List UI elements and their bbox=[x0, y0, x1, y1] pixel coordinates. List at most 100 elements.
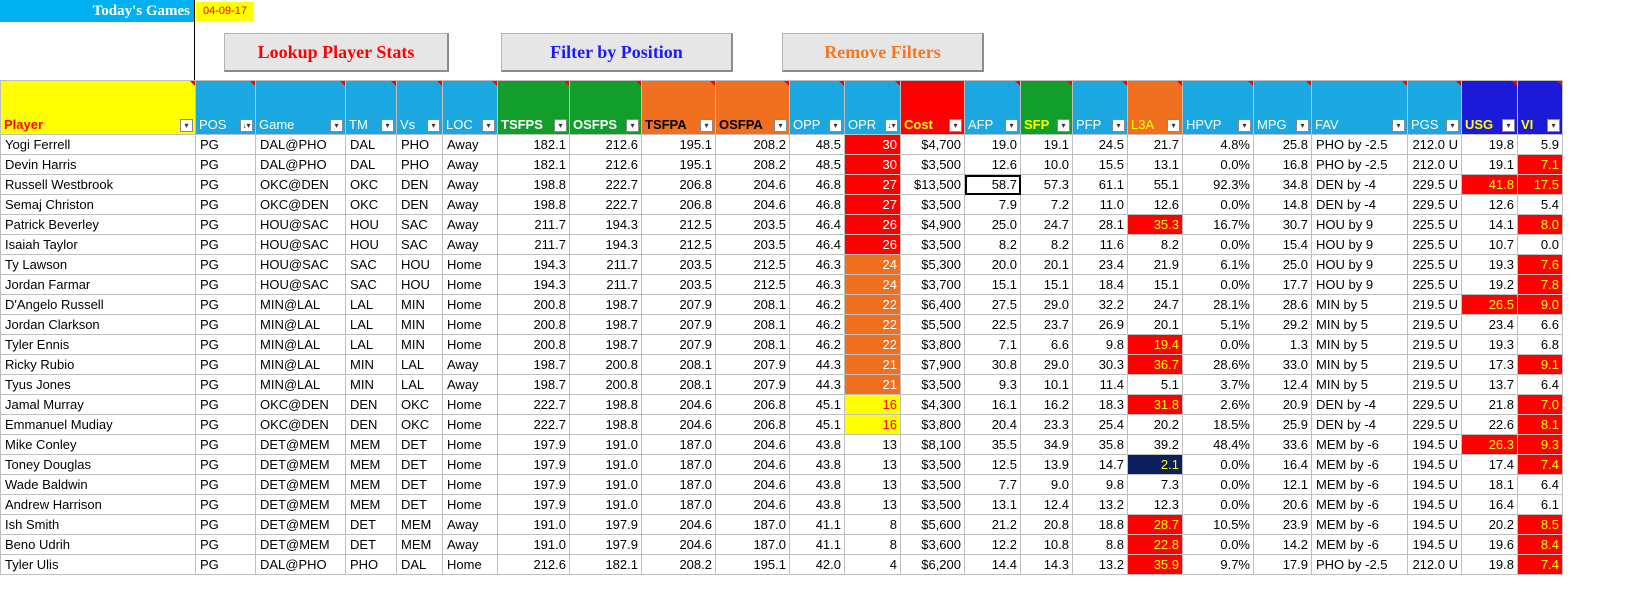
cell-loc[interactable]: Home bbox=[442, 254, 498, 275]
cell-usg[interactable]: 41.8 bbox=[1461, 174, 1518, 195]
cell-afp[interactable]: 12.2 bbox=[964, 534, 1021, 555]
column-header-pgs[interactable]: PGS ▾ bbox=[1407, 80, 1462, 135]
cell-vs[interactable]: DET bbox=[396, 454, 443, 475]
cell-opp[interactable]: 42.0 bbox=[789, 554, 845, 575]
cell-sfp[interactable]: 10.1 bbox=[1020, 374, 1073, 395]
cell-game[interactable]: DAL@PHO bbox=[255, 554, 346, 575]
cell-opr[interactable]: 30 bbox=[844, 154, 901, 175]
column-header-sfp[interactable]: SFP ▾ bbox=[1020, 80, 1073, 135]
cell-mpg[interactable]: 25.0 bbox=[1253, 254, 1312, 275]
cell-tsfps[interactable]: 197.9 bbox=[497, 474, 570, 495]
cell-osfps[interactable]: 182.1 bbox=[569, 554, 642, 575]
cell-l3a[interactable]: 31.8 bbox=[1127, 394, 1183, 415]
cell-player[interactable]: Beno Udrih bbox=[0, 534, 196, 555]
cell-opr[interactable]: 16 bbox=[844, 414, 901, 435]
cell-mpg[interactable]: 30.7 bbox=[1253, 214, 1312, 235]
cell-osfps[interactable]: 191.0 bbox=[569, 494, 642, 515]
cell-tsfps[interactable]: 222.7 bbox=[497, 414, 570, 435]
column-header-afp[interactable]: AFP ▾ bbox=[964, 80, 1021, 135]
cell-vs[interactable]: MIN bbox=[396, 334, 443, 355]
cell-mpg[interactable]: 20.6 bbox=[1253, 494, 1312, 515]
filter-dropdown-icon[interactable]: ▾ bbox=[1057, 119, 1070, 132]
cell-afp[interactable]: 14.4 bbox=[964, 554, 1021, 575]
cell-game[interactable]: MIN@LAL bbox=[255, 314, 346, 335]
cell-pos[interactable]: PG bbox=[195, 354, 256, 375]
cell-mpg[interactable]: 1.3 bbox=[1253, 334, 1312, 355]
cell-hpvp[interactable]: 3.7% bbox=[1182, 374, 1254, 395]
remove-filters-button[interactable]: Remove Filters bbox=[782, 33, 984, 72]
cell-pfp[interactable]: 35.8 bbox=[1072, 434, 1128, 455]
cell-tsfpa[interactable]: 187.0 bbox=[641, 494, 716, 515]
sort-filter-dropdown-icon[interactable]: ↓▾ bbox=[885, 119, 898, 132]
filter-dropdown-icon[interactable]: ▾ bbox=[949, 119, 962, 132]
cell-vs[interactable]: HOU bbox=[396, 254, 443, 275]
cell-vi[interactable]: 9.0 bbox=[1517, 294, 1563, 315]
cell-cost[interactable]: $3,500 bbox=[900, 454, 965, 475]
cell-loc[interactable]: Away bbox=[442, 194, 498, 215]
cell-fav[interactable]: MIN by 5 bbox=[1311, 294, 1408, 315]
cell-player[interactable]: Wade Baldwin bbox=[0, 474, 196, 495]
cell-tsfps[interactable]: 191.0 bbox=[497, 514, 570, 535]
cell-pgs[interactable]: 229.5 U bbox=[1407, 194, 1462, 215]
cell-osfpa[interactable]: 204.6 bbox=[715, 174, 790, 195]
cell-usg[interactable]: 19.2 bbox=[1461, 274, 1518, 295]
cell-l3a[interactable]: 21.9 bbox=[1127, 254, 1183, 275]
cell-fav[interactable]: HOU by 9 bbox=[1311, 214, 1408, 235]
column-header-loc[interactable]: LOC ▾ bbox=[442, 80, 498, 135]
cell-game[interactable]: HOU@SAC bbox=[255, 274, 346, 295]
cell-tm[interactable]: SAC bbox=[345, 254, 397, 275]
cell-pfp[interactable]: 9.8 bbox=[1072, 474, 1128, 495]
cell-vs[interactable]: MEM bbox=[396, 514, 443, 535]
cell-osfpa[interactable]: 208.1 bbox=[715, 314, 790, 335]
cell-osfpa[interactable]: 204.6 bbox=[715, 194, 790, 215]
cell-pfp[interactable]: 30.3 bbox=[1072, 354, 1128, 375]
cell-player[interactable]: Devin Harris bbox=[0, 154, 196, 175]
cell-osfps[interactable]: 198.7 bbox=[569, 334, 642, 355]
cell-opr[interactable]: 21 bbox=[844, 354, 901, 375]
cell-pfp[interactable]: 32.2 bbox=[1072, 294, 1128, 315]
cell-osfpa[interactable]: 212.5 bbox=[715, 254, 790, 275]
cell-osfps[interactable]: 212.6 bbox=[569, 154, 642, 175]
cell-tm[interactable]: PHO bbox=[345, 554, 397, 575]
cell-tsfps[interactable]: 212.6 bbox=[497, 554, 570, 575]
cell-loc[interactable]: Home bbox=[442, 414, 498, 435]
cell-cost[interactable]: $6,400 bbox=[900, 294, 965, 315]
cell-usg[interactable]: 16.4 bbox=[1461, 494, 1518, 515]
cell-osfps[interactable]: 211.7 bbox=[569, 274, 642, 295]
cell-opr[interactable]: 26 bbox=[844, 214, 901, 235]
cell-cost[interactable]: $3,800 bbox=[900, 414, 965, 435]
cell-l3a[interactable]: 22.8 bbox=[1127, 534, 1183, 555]
cell-tm[interactable]: SAC bbox=[345, 274, 397, 295]
column-header-usg[interactable]: USG ▾ bbox=[1461, 80, 1518, 135]
cell-vi[interactable]: 6.8 bbox=[1517, 334, 1563, 355]
cell-vi[interactable]: 7.0 bbox=[1517, 394, 1563, 415]
cell-cost[interactable]: $13,500 bbox=[900, 174, 965, 195]
cell-player[interactable]: Tyler Ennis bbox=[0, 334, 196, 355]
cell-fav[interactable]: MIN by 5 bbox=[1311, 374, 1408, 395]
cell-tm[interactable]: LAL bbox=[345, 314, 397, 335]
cell-osfpa[interactable]: 195.1 bbox=[715, 554, 790, 575]
cell-game[interactable]: DET@MEM bbox=[255, 514, 346, 535]
cell-afp[interactable]: 9.3 bbox=[964, 374, 1021, 395]
cell-opp[interactable]: 46.2 bbox=[789, 294, 845, 315]
cell-opr[interactable]: 24 bbox=[844, 274, 901, 295]
cell-hpvp[interactable]: 6.1% bbox=[1182, 254, 1254, 275]
cell-tm[interactable]: HOU bbox=[345, 214, 397, 235]
cell-hpvp[interactable]: 5.1% bbox=[1182, 314, 1254, 335]
cell-pgs[interactable]: 219.5 U bbox=[1407, 294, 1462, 315]
cell-pfp[interactable]: 8.8 bbox=[1072, 534, 1128, 555]
cell-sfp[interactable]: 6.6 bbox=[1020, 334, 1073, 355]
filter-dropdown-icon[interactable]: ▾ bbox=[1446, 119, 1459, 132]
cell-pos[interactable]: PG bbox=[195, 534, 256, 555]
cell-mpg[interactable]: 17.9 bbox=[1253, 554, 1312, 575]
cell-l3a[interactable]: 20.2 bbox=[1127, 414, 1183, 435]
cell-usg[interactable]: 17.3 bbox=[1461, 354, 1518, 375]
cell-vs[interactable]: MIN bbox=[396, 314, 443, 335]
cell-sfp[interactable]: 15.1 bbox=[1020, 274, 1073, 295]
cell-opp[interactable]: 46.2 bbox=[789, 334, 845, 355]
cell-vs[interactable]: SAC bbox=[396, 214, 443, 235]
cell-hpvp[interactable]: 0.0% bbox=[1182, 154, 1254, 175]
cell-osfps[interactable]: 222.7 bbox=[569, 174, 642, 195]
cell-opp[interactable]: 45.1 bbox=[789, 394, 845, 415]
cell-l3a[interactable]: 24.7 bbox=[1127, 294, 1183, 315]
